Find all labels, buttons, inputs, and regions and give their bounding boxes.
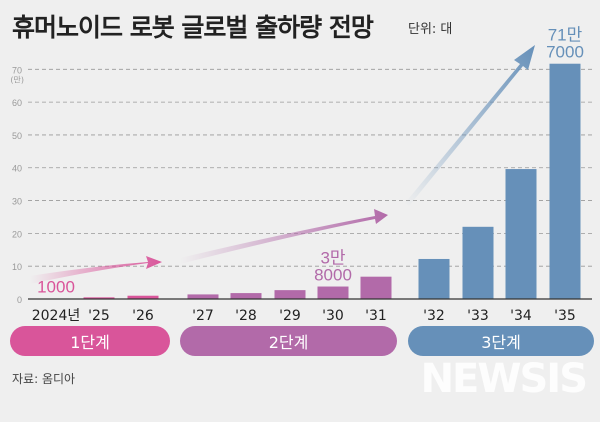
bar-3 xyxy=(187,294,219,299)
x-tick-label: '32 xyxy=(423,308,445,324)
y-unit-label: (만) xyxy=(10,75,24,84)
trend-arrow-stage1 xyxy=(30,256,162,284)
chart-title: 휴머노이드 로봇 글로벌 출하량 전망 xyxy=(12,13,374,42)
bar-10 xyxy=(505,169,537,299)
x-tick-label: '26 xyxy=(132,308,154,324)
data-label: 7000 xyxy=(546,43,584,62)
data-label: 71만 xyxy=(548,26,583,45)
x-tick-label: '31 xyxy=(365,308,387,324)
y-tick-label: 50 xyxy=(12,131,22,141)
data-label: 1000 xyxy=(37,278,75,297)
stage-3-pill: 3단계 xyxy=(408,326,594,356)
bar-8 xyxy=(418,258,450,299)
x-tick-label: '30 xyxy=(322,308,344,324)
y-tick-label: 60 xyxy=(12,98,22,108)
x-tick-label: '27 xyxy=(192,308,214,324)
y-tick-label: 10 xyxy=(12,262,22,272)
bar-5 xyxy=(274,290,306,299)
stage-1-pill: 1단계 xyxy=(10,326,170,356)
bar-1 xyxy=(83,297,115,299)
unit-label: 단위: 대 xyxy=(408,22,453,37)
y-tick-label: 70 xyxy=(12,65,22,75)
stage-2-pill: 2단계 xyxy=(180,326,397,356)
bar-9 xyxy=(462,226,494,299)
x-tick-label: '28 xyxy=(235,308,257,324)
x-tick-label: '34 xyxy=(510,308,532,324)
x-tick-label: '35 xyxy=(554,308,576,324)
y-tick-label: 30 xyxy=(12,197,22,207)
bar-6 xyxy=(317,286,349,299)
bar-2 xyxy=(127,295,159,299)
y-tick-label: 40 xyxy=(12,164,22,174)
newsis-watermark: NEWSIS xyxy=(420,356,588,402)
x-tick-label: '29 xyxy=(279,308,301,324)
x-tick-label: 2024년 xyxy=(32,308,81,324)
bar-11 xyxy=(549,63,581,299)
x-tick-label: '33 xyxy=(467,308,489,324)
data-label: 8000 xyxy=(314,266,352,285)
bar-4 xyxy=(230,293,262,299)
data-label: 3만 xyxy=(320,249,345,268)
y-tick-label: 20 xyxy=(12,229,22,239)
bar-7 xyxy=(360,276,392,299)
trend-arrow-stage2 xyxy=(180,209,388,264)
source-note: 자료: 옴디아 xyxy=(12,372,76,386)
trend-arrow-stage3 xyxy=(405,45,535,206)
y-tick-label: 0 xyxy=(17,295,22,305)
x-tick-label: '25 xyxy=(88,308,110,324)
